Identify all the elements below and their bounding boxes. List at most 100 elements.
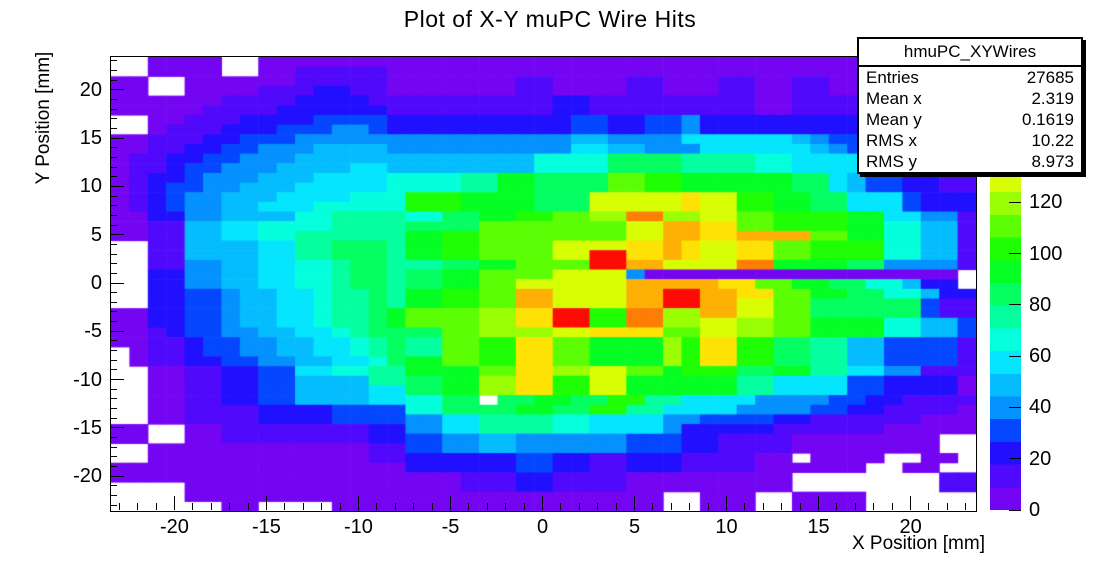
x-axis-tick bbox=[652, 503, 654, 510]
stats-title: hmuPC_XYWires bbox=[859, 39, 1081, 67]
x-axis-tick bbox=[449, 496, 451, 510]
x-axis-tick bbox=[265, 496, 267, 510]
stat-value: 10.22 bbox=[1031, 131, 1074, 150]
x-axis-tick bbox=[744, 503, 746, 510]
y-axis-tick bbox=[110, 437, 117, 439]
x-axis-tick bbox=[689, 503, 691, 510]
y-axis-tick bbox=[110, 166, 117, 168]
x-axis-tick bbox=[928, 503, 930, 510]
y-axis-tick bbox=[110, 350, 117, 352]
x-axis-tick bbox=[854, 503, 856, 510]
y-axis-tick bbox=[110, 340, 117, 342]
stat-label: Mean x bbox=[866, 89, 922, 108]
stat-label: Entries bbox=[866, 68, 919, 87]
x-axis-tick bbox=[781, 503, 783, 510]
x-axis-tick bbox=[762, 503, 764, 510]
stat-row-mean-y: Mean y 0.1619 bbox=[859, 109, 1081, 130]
y-tick-label: -15 bbox=[73, 416, 102, 439]
x-axis-tick bbox=[357, 496, 359, 510]
colorbar-tick-label: 120 bbox=[1029, 191, 1063, 214]
colorbar-tick-label: 20 bbox=[1029, 447, 1052, 470]
y-axis-tick bbox=[110, 408, 117, 410]
colorbar-tick bbox=[1009, 458, 1021, 460]
stat-value: 0.1619 bbox=[1022, 110, 1074, 129]
stat-value: 27685 bbox=[1026, 68, 1074, 87]
x-axis-tick bbox=[836, 503, 838, 510]
x-axis-tick bbox=[523, 503, 525, 510]
y-axis-tick bbox=[110, 214, 117, 216]
heatmap-canvas bbox=[111, 57, 976, 511]
y-axis-tick bbox=[110, 205, 117, 207]
x-tick-label: -20 bbox=[159, 516, 189, 538]
colorbar-tick bbox=[1009, 304, 1021, 306]
y-axis-tick bbox=[110, 127, 117, 129]
x-axis-tick bbox=[284, 503, 286, 510]
plot-frame bbox=[110, 56, 977, 512]
y-axis-tick bbox=[110, 69, 117, 71]
x-axis-tick bbox=[670, 503, 672, 510]
x-axis-tick bbox=[118, 503, 120, 510]
y-axis-tick bbox=[110, 301, 117, 303]
y-tick-label: 5 bbox=[90, 223, 102, 246]
colorbar-tick-label: 80 bbox=[1029, 293, 1052, 316]
colorbar-tick bbox=[1009, 406, 1021, 408]
x-axis-tick bbox=[818, 496, 820, 510]
y-axis-tick bbox=[110, 98, 117, 100]
colorbar-tick bbox=[1009, 509, 1021, 511]
x-axis-tick bbox=[413, 503, 415, 510]
stat-label: RMS y bbox=[866, 152, 917, 171]
x-axis-tick bbox=[726, 496, 728, 510]
stat-value: 2.319 bbox=[1031, 89, 1074, 108]
x-axis-tick bbox=[431, 503, 433, 510]
y-axis-tick bbox=[110, 330, 124, 332]
x-tick-label: 0 bbox=[536, 516, 549, 538]
x-axis-tick bbox=[468, 503, 470, 510]
x-axis-tick bbox=[946, 503, 948, 510]
y-axis-title: Y Position [mm] bbox=[33, 51, 54, 185]
y-axis-tick bbox=[110, 398, 117, 400]
y-axis-tick bbox=[110, 379, 124, 381]
y-axis-tick bbox=[110, 321, 117, 323]
stat-row-rms-x: RMS x 10.22 bbox=[859, 130, 1081, 151]
x-axis-tick bbox=[155, 503, 157, 510]
y-axis-tick bbox=[110, 272, 117, 274]
x-axis-tick bbox=[247, 503, 249, 510]
x-axis-tick bbox=[578, 503, 580, 510]
x-axis-tick bbox=[394, 503, 396, 510]
x-axis-tick bbox=[707, 503, 709, 510]
stat-row-rms-y: RMS y 8.973 bbox=[859, 151, 1081, 172]
x-axis-tick bbox=[486, 503, 488, 510]
y-tick-label: -20 bbox=[73, 465, 102, 488]
y-axis-tick bbox=[110, 176, 117, 178]
x-axis-tick bbox=[873, 503, 875, 510]
y-axis-tick bbox=[110, 359, 117, 361]
x-tick-label: 5 bbox=[628, 516, 641, 538]
y-axis-tick bbox=[110, 263, 117, 265]
y-tick-label: -5 bbox=[84, 320, 102, 343]
y-axis-tick bbox=[110, 456, 117, 458]
colorbar-tick bbox=[1009, 355, 1021, 357]
x-axis-tick bbox=[505, 503, 507, 510]
stat-row-entries: Entries 27685 bbox=[859, 67, 1081, 88]
y-axis-tick bbox=[110, 311, 117, 313]
stats-box: hmuPC_XYWires Entries 27685 Mean x 2.319… bbox=[857, 37, 1083, 174]
y-tick-label: 15 bbox=[79, 127, 102, 150]
y-axis-tick bbox=[110, 388, 117, 390]
colorbar-tick-label: 40 bbox=[1029, 396, 1052, 419]
y-axis-tick bbox=[110, 185, 124, 187]
y-axis-tick bbox=[110, 485, 117, 487]
y-tick-label: 20 bbox=[79, 78, 102, 101]
y-axis-tick bbox=[110, 446, 117, 448]
x-axis-tick bbox=[137, 503, 139, 510]
colorbar-tick bbox=[1009, 201, 1021, 203]
y-tick-label: 10 bbox=[79, 175, 102, 198]
y-axis-tick bbox=[110, 137, 124, 139]
colorbar-tick-label: 60 bbox=[1029, 345, 1052, 368]
x-tick-label: -5 bbox=[441, 516, 460, 538]
x-axis-tick bbox=[799, 503, 801, 510]
x-axis-tick bbox=[229, 503, 231, 510]
y-axis-tick bbox=[110, 108, 117, 110]
x-axis-tick bbox=[634, 496, 636, 510]
x-axis-tick bbox=[321, 503, 323, 510]
y-axis-tick bbox=[110, 495, 117, 496]
